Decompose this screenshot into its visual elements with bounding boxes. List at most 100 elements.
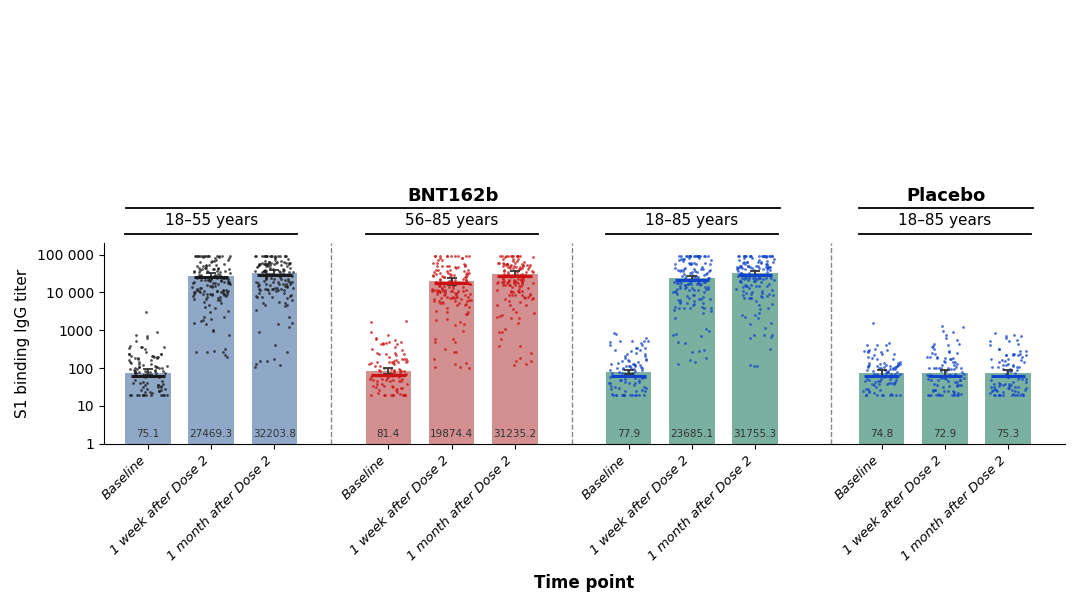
Point [1011, 372, 1028, 382]
Point [448, 300, 465, 310]
Point [199, 292, 216, 302]
Point [395, 349, 413, 359]
Point [258, 251, 275, 261]
Bar [859, 373, 904, 444]
Point [866, 345, 883, 354]
Point [1003, 385, 1021, 395]
Point [219, 286, 237, 296]
Point [940, 376, 957, 385]
Point [220, 264, 238, 274]
Point [504, 288, 522, 297]
Point [886, 364, 903, 374]
Point [393, 376, 410, 386]
Point [942, 354, 959, 364]
Point [946, 361, 963, 370]
Point [680, 254, 698, 263]
Point [279, 300, 296, 310]
Point [945, 364, 962, 373]
Point [504, 257, 522, 266]
Point [732, 268, 750, 278]
Point [514, 272, 531, 282]
Point [696, 303, 713, 313]
Point [949, 390, 967, 399]
Point [445, 282, 462, 291]
Point [697, 277, 714, 287]
Point [677, 283, 694, 293]
Point [1000, 383, 1017, 393]
Point [498, 278, 515, 288]
Point [390, 373, 407, 382]
Point [694, 308, 712, 318]
Point [990, 344, 1008, 354]
Point [198, 263, 215, 273]
Point [603, 388, 620, 398]
Point [689, 251, 706, 261]
Point [146, 362, 163, 371]
Point [765, 257, 782, 266]
Point [198, 251, 215, 261]
Point [920, 363, 937, 373]
Point [1000, 381, 1017, 391]
Point [491, 251, 509, 261]
Point [745, 362, 762, 371]
Point [604, 371, 621, 381]
Point [217, 285, 234, 295]
Point [438, 308, 456, 317]
Point [504, 254, 522, 263]
Point [212, 293, 229, 302]
Point [187, 288, 204, 297]
Point [219, 277, 237, 287]
Point [681, 303, 699, 313]
Point [1004, 377, 1022, 387]
Point [278, 251, 295, 261]
Point [752, 273, 769, 283]
Point [685, 258, 702, 268]
Point [503, 282, 521, 292]
Point [1007, 368, 1024, 378]
Point [887, 362, 904, 371]
Point [728, 264, 745, 274]
Point [266, 354, 283, 364]
Point [734, 282, 752, 292]
Point [920, 390, 937, 399]
Point [999, 354, 1016, 364]
Point [766, 254, 783, 264]
Point [271, 361, 288, 370]
Point [666, 302, 684, 311]
Point [513, 277, 530, 287]
Point [215, 277, 232, 287]
Point [613, 390, 631, 399]
Point [681, 277, 699, 287]
Point [202, 273, 219, 283]
Point [438, 266, 456, 276]
Point [362, 375, 379, 384]
Point [687, 251, 704, 261]
Point [362, 328, 379, 337]
Point [620, 370, 637, 380]
Point [515, 257, 532, 267]
Point [513, 263, 530, 273]
Point [127, 368, 145, 378]
Point [926, 371, 943, 381]
Point [502, 260, 519, 270]
Text: 18–55 years: 18–55 years [164, 213, 258, 228]
Point [923, 342, 941, 352]
Point [249, 280, 267, 290]
Point [874, 370, 891, 380]
Point [510, 274, 527, 284]
Point [754, 292, 771, 302]
Point [990, 390, 1008, 399]
Point [399, 356, 416, 366]
Point [205, 347, 222, 356]
Point [260, 257, 278, 266]
Point [953, 389, 970, 399]
Point [276, 280, 294, 290]
Point [684, 347, 701, 356]
Point [443, 270, 460, 279]
Point [423, 287, 441, 296]
Point [864, 371, 881, 381]
Point [201, 275, 218, 285]
Point [888, 367, 905, 377]
Point [734, 259, 752, 268]
Point [492, 271, 510, 280]
